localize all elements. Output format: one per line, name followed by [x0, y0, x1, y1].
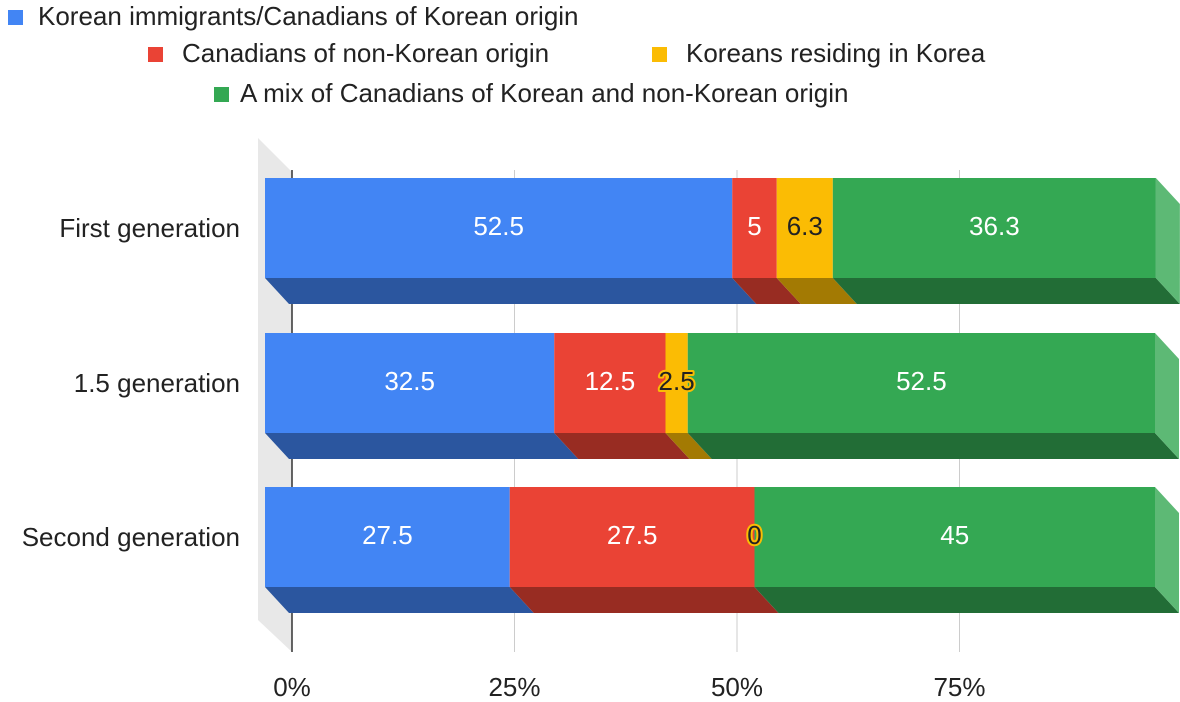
bar [754, 487, 1155, 587]
data-label: 6.3 [787, 211, 823, 241]
legend-swatch [8, 10, 23, 25]
data-label: 45 [940, 520, 969, 550]
category-label: First generation [8, 178, 240, 278]
legend-label: Canadians of non-Korean origin [182, 38, 549, 68]
bar-bottom-face [687, 433, 1179, 459]
data-label: 5 [747, 211, 761, 241]
legend-label: Korean immigrants/Canadians of Korean or… [38, 1, 579, 31]
bar [265, 178, 733, 278]
bar-end-face [1155, 487, 1179, 613]
x-tick-label: 25% [488, 672, 540, 702]
data-label: 0 [747, 520, 761, 550]
legend-label: Koreans residing in Korea [686, 38, 986, 68]
data-label: 12.5 [585, 366, 636, 396]
bar-bottom-face [554, 433, 690, 459]
bar [265, 487, 510, 587]
bar [687, 333, 1155, 433]
bar-bottom-face [732, 278, 801, 304]
bar-bottom-face [509, 587, 779, 613]
data-label: 36.3 [969, 211, 1020, 241]
bar-end-face [1155, 333, 1179, 459]
data-label: 52.5 [473, 211, 524, 241]
category-text: First generation [59, 213, 240, 243]
legend-swatch [214, 87, 229, 102]
x-tick-label: 50% [711, 672, 763, 702]
bar [776, 178, 833, 278]
bar-bottom-face [776, 278, 857, 304]
category-text: 1.5 generation [73, 368, 240, 398]
bar [509, 487, 755, 587]
bar-bottom-face [665, 433, 712, 459]
bar-bottom-face [265, 278, 757, 304]
bar-end-face [1155, 178, 1180, 304]
bar [265, 333, 555, 433]
bar-bottom-face [754, 587, 1179, 613]
data-label: 32.5 [384, 366, 435, 396]
data-label: 52.5 [896, 366, 947, 396]
data-label: 2.5 [659, 366, 695, 396]
x-tick-label: 75% [933, 672, 985, 702]
bar-bottom-face [832, 278, 1180, 304]
legend-label: A mix of Canadians of Korean and non-Kor… [240, 78, 849, 108]
category-text: Second generation [21, 522, 240, 552]
category-label: 1.5 generation [8, 333, 240, 433]
category-label: Second generation [8, 487, 240, 587]
legend-swatch [148, 47, 163, 62]
bar-bottom-face [265, 433, 579, 459]
x-tick-label: 0% [273, 672, 311, 702]
bar [665, 333, 688, 433]
data-label: 27.5 [362, 520, 413, 550]
bar-bottom-face [265, 587, 534, 613]
legend-swatch [652, 47, 667, 62]
bar [832, 178, 1156, 278]
data-label: 27.5 [607, 520, 658, 550]
bar [554, 333, 666, 433]
bar [732, 178, 777, 278]
